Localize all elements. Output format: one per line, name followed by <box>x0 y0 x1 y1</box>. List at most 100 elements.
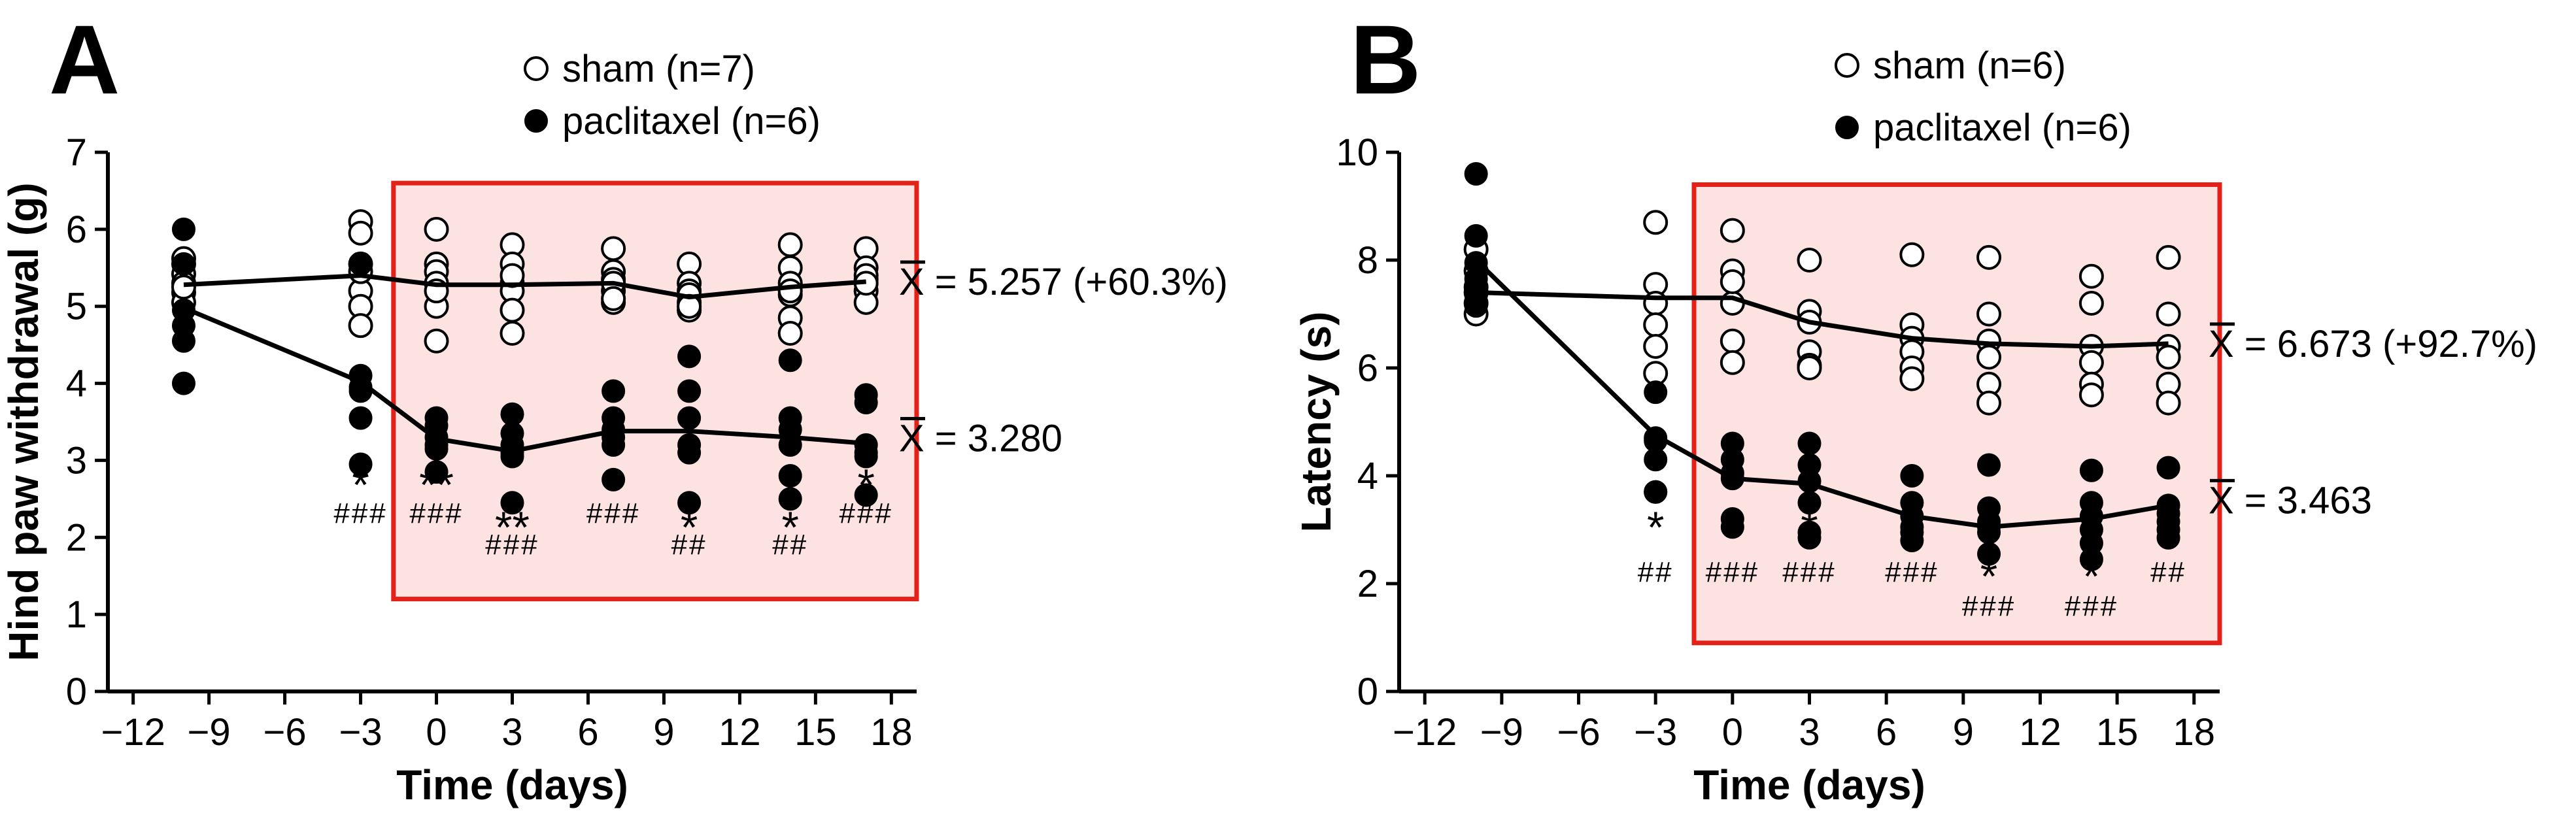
y-tick-label: 8 <box>1357 239 1378 282</box>
sham-data-point <box>2156 301 2181 327</box>
paclitaxel-mean-label: X = 3.280 <box>899 418 1062 460</box>
paclitaxel-data-point <box>2079 547 2103 571</box>
y-tick-label: 0 <box>66 671 87 713</box>
significance-stars: * <box>681 503 698 552</box>
sham-data-point <box>1976 390 2002 416</box>
x-tick-label: 6 <box>577 711 598 754</box>
sham-data-point <box>1976 344 2002 370</box>
paclitaxel-data-point <box>677 406 702 430</box>
paclitaxel-data-point <box>854 483 878 507</box>
paclitaxel-mean-line <box>182 305 866 454</box>
sham-data-point <box>424 216 449 242</box>
paclitaxel-data-point <box>171 371 195 395</box>
paclitaxel-data-point <box>677 379 702 403</box>
paclitaxel-data-point <box>778 464 802 488</box>
panel-letter: B <box>1350 5 1421 114</box>
y-axis-title: Latency (s) <box>1293 312 1340 533</box>
x-tick-label: 15 <box>2096 711 2139 754</box>
sham-data-point <box>2078 382 2104 408</box>
sham-data-point <box>1797 356 1822 380</box>
sham-mean-label: X = 5.257 (+60.3%) <box>899 261 1228 303</box>
x-tick-label: 0 <box>1722 711 1743 754</box>
significance-hashes: ## <box>1638 556 1674 588</box>
significance-stars: * <box>2083 552 2100 601</box>
y-tick-label: 3 <box>66 439 87 482</box>
paclitaxel-data-point <box>1644 448 1668 472</box>
x-tick-label: 9 <box>653 711 674 754</box>
paclitaxel-data-point <box>778 487 802 511</box>
paclitaxel-data-point <box>1464 162 1488 186</box>
sham-data-point <box>500 297 525 323</box>
legend-marker <box>1835 116 1859 139</box>
sham-data-point <box>348 313 373 339</box>
significance-stars: ** <box>495 503 530 552</box>
sham-mean-line <box>183 273 866 300</box>
x-tick-label: 0 <box>426 711 447 754</box>
x-tick-label: −9 <box>1480 711 1523 754</box>
sham-data-point <box>1643 312 1669 337</box>
paclitaxel-data-point <box>2156 456 2180 480</box>
significance-hashes: ### <box>1782 556 1836 588</box>
sham-data-point <box>2078 350 2104 375</box>
paclitaxel-data-point <box>1900 464 1924 488</box>
significance-stars: * <box>1903 503 1920 552</box>
sham-data-point <box>2156 390 2181 416</box>
sham-data-point <box>171 274 196 300</box>
paclitaxel-data-point <box>602 379 626 403</box>
paclitaxel-data-point <box>677 344 702 369</box>
sham-data-point <box>777 320 803 346</box>
legend-marker <box>1835 53 1859 78</box>
y-tick-label: 0 <box>1357 671 1378 713</box>
paclitaxel-data-point <box>1644 380 1668 405</box>
x-tick-label: 12 <box>2019 711 2061 754</box>
paclitaxel-data-point <box>602 433 626 457</box>
paclitaxel-data-point <box>348 406 373 430</box>
paclitaxel-data-point <box>1977 542 2001 566</box>
significance-stars: * <box>2160 503 2177 552</box>
paclitaxel-data-point <box>1900 529 1924 552</box>
x-tick-label: 18 <box>870 711 913 754</box>
panel-b: 0 2 4 6 8 10 −12 −9 −6 −3 0 3 6 9 12 15 18 Time (days) Lat… <box>1293 5 2537 808</box>
significance-hashes: ### <box>333 497 387 529</box>
sham-data-point <box>1976 301 2002 327</box>
sham-data-point <box>777 278 803 304</box>
sham-data-point <box>2078 263 2104 289</box>
sham-mean-label: X = 6.673 (+92.7%) <box>2209 323 2537 365</box>
y-tick-label: 2 <box>1357 563 1378 605</box>
x-tick-label: −3 <box>339 711 382 754</box>
y-tick-label: 6 <box>66 208 87 251</box>
x-tick-label: 18 <box>2173 711 2216 754</box>
paclitaxel-data-point <box>171 252 195 276</box>
paclitaxel-data-point <box>854 444 878 469</box>
y-axis-title: Hind paw withdrawal (g) <box>0 182 47 661</box>
significance-stars: * <box>605 460 622 510</box>
y-tick-label: 2 <box>66 516 87 559</box>
significance-stars: * <box>1724 503 1741 552</box>
x-tick-label: −12 <box>1393 711 1457 754</box>
significance-hashes: ### <box>2065 590 2118 622</box>
paclitaxel-data-point <box>602 467 626 491</box>
sham-data-point <box>2156 244 2181 270</box>
y-tick-label: 6 <box>1357 347 1378 390</box>
paclitaxel-data-point <box>778 348 802 373</box>
x-tick-label: 3 <box>1799 711 1820 754</box>
x-axis-title: Time (days) <box>396 761 628 808</box>
sham-data-point <box>1720 328 1745 354</box>
paclitaxel-data-point <box>1797 525 1822 550</box>
x-tick-label: −6 <box>1557 711 1600 754</box>
paclitaxel-data-point <box>2079 458 2103 482</box>
paclitaxel-data-point <box>1464 294 1488 318</box>
sham-data-point <box>1899 366 1925 391</box>
significance-hashes: ### <box>485 529 539 561</box>
highlight-region <box>391 180 919 602</box>
x-tick-label: 12 <box>719 711 761 754</box>
sham-data-point <box>1720 269 1745 294</box>
sham-data-point <box>2156 344 2181 370</box>
significance-stars: * <box>1801 503 1818 552</box>
sham-data-point <box>1643 334 1669 359</box>
legend-marker <box>524 109 548 133</box>
x-tick-label: −6 <box>263 711 307 754</box>
paclitaxel-data-point <box>2156 525 2180 550</box>
